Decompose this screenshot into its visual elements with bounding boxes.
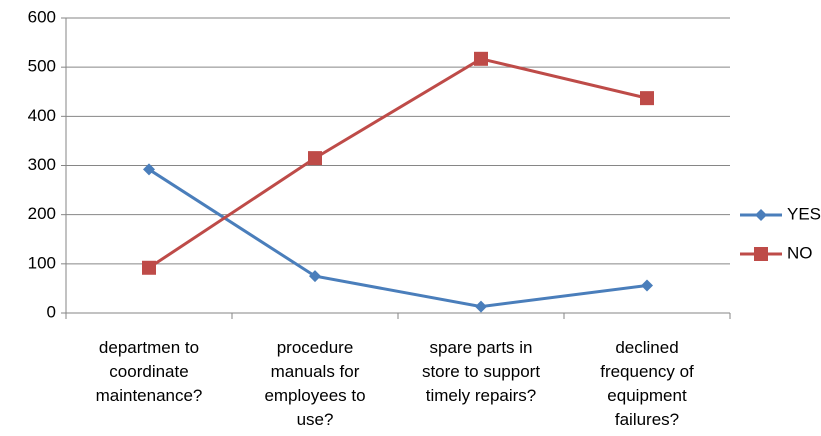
point xyxy=(475,300,487,313)
legend-marker xyxy=(754,247,768,261)
series-line xyxy=(148,57,648,270)
legend-label: NO xyxy=(787,243,813,262)
x-tick-label: procedure manuals for employees to use? xyxy=(264,338,366,429)
point xyxy=(640,91,654,106)
y-tick-label: 100 xyxy=(28,253,56,272)
point xyxy=(474,51,488,66)
x-tick-label: departmen to coordinate maintenance? xyxy=(95,338,203,405)
y-tick-label: 200 xyxy=(28,204,56,223)
x-tick-label: spare parts in store to support timely r… xyxy=(421,338,541,405)
point xyxy=(308,151,322,166)
y-tick-label: 0 xyxy=(47,302,56,321)
legend-label: YES xyxy=(787,204,821,223)
y-tick-label: 400 xyxy=(28,106,56,125)
series-line xyxy=(148,168,648,309)
y-tick-label: 600 xyxy=(28,7,56,26)
point xyxy=(142,260,156,275)
x-tick-label: declined frequency of equipment failures… xyxy=(600,338,694,429)
y-tick-label: 300 xyxy=(28,155,56,174)
point xyxy=(309,270,321,283)
point xyxy=(143,163,155,176)
legend-marker xyxy=(755,209,767,221)
y-tick-label: 500 xyxy=(28,57,56,76)
point xyxy=(641,279,653,292)
